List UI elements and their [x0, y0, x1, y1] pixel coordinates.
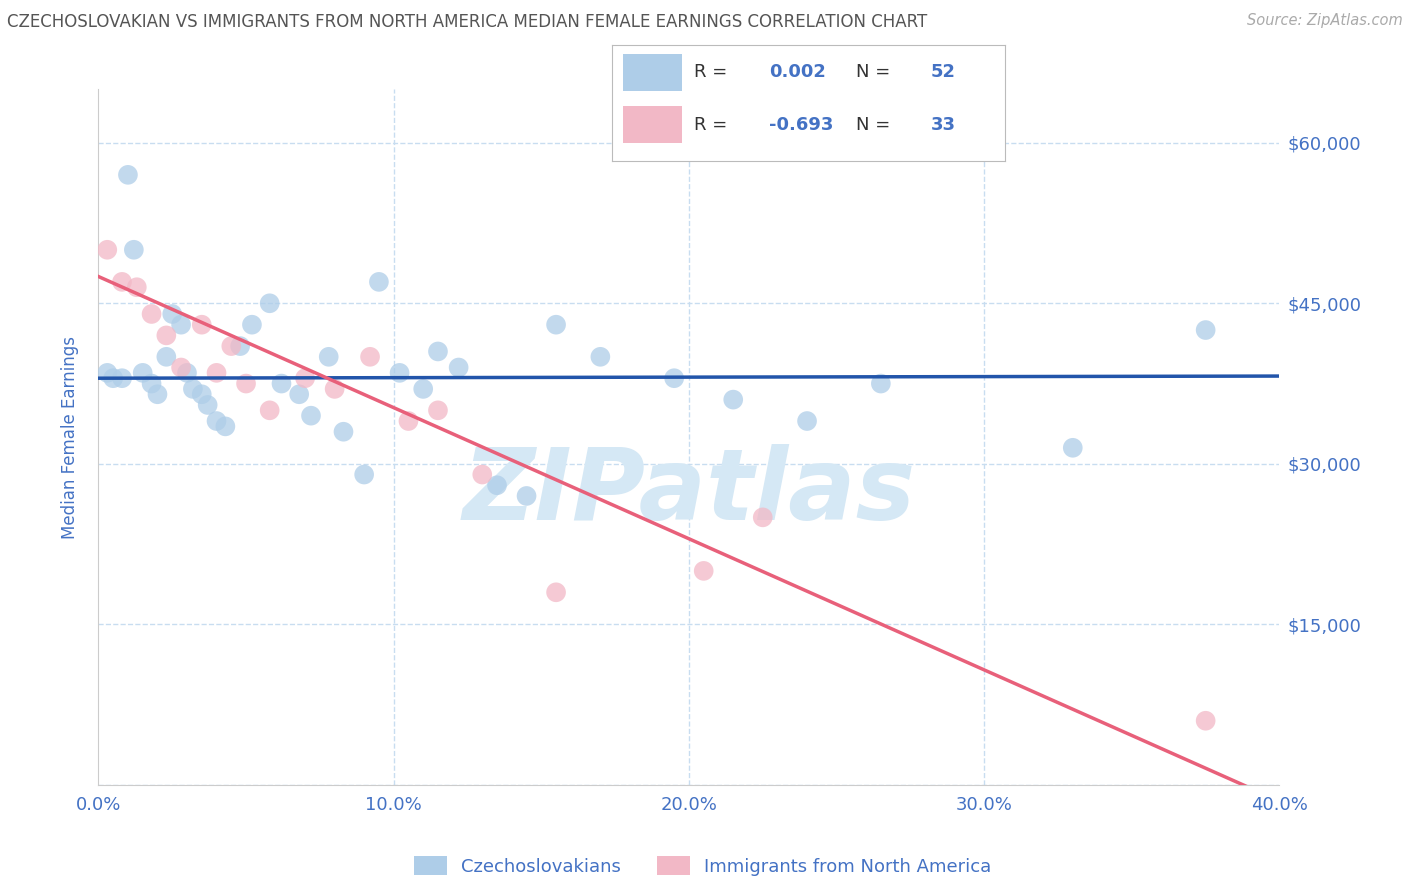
Point	[1195, 714, 1218, 728]
Point	[170, 360, 193, 375]
Point	[141, 307, 163, 321]
Point	[412, 382, 434, 396]
Text: N =: N =	[856, 63, 896, 81]
Point	[191, 318, 214, 332]
Point	[796, 414, 818, 428]
Legend: Czechoslovakians, Immigrants from North America: Czechoslovakians, Immigrants from North …	[408, 849, 998, 883]
Point	[323, 382, 346, 396]
Text: 33: 33	[931, 116, 956, 134]
Point	[396, 414, 419, 428]
Text: ZIPatlas: ZIPatlas	[463, 444, 915, 541]
Point	[332, 425, 354, 439]
Bar	[623, 54, 682, 91]
Point	[181, 382, 204, 396]
Point	[1062, 441, 1084, 455]
Y-axis label: Median Female Earnings: Median Female Earnings	[60, 335, 79, 539]
Point	[368, 275, 391, 289]
Point	[111, 371, 134, 385]
Point	[723, 392, 745, 407]
Point	[240, 318, 263, 332]
Point	[103, 371, 125, 385]
Point	[259, 296, 281, 310]
Text: 0.002: 0.002	[769, 63, 825, 81]
Text: R =: R =	[695, 63, 734, 81]
Point	[359, 350, 381, 364]
Point	[155, 328, 177, 343]
Point	[191, 387, 214, 401]
Bar	[623, 106, 682, 144]
Point	[486, 478, 509, 492]
Point	[270, 376, 292, 391]
Point	[229, 339, 252, 353]
Point	[141, 376, 163, 391]
Point	[155, 350, 177, 364]
Point	[447, 360, 470, 375]
Point	[664, 371, 686, 385]
Point	[214, 419, 236, 434]
Point	[170, 318, 193, 332]
Point	[589, 350, 612, 364]
Point	[353, 467, 375, 482]
Point	[205, 366, 228, 380]
Point	[318, 350, 340, 364]
Point	[294, 371, 316, 385]
Point	[122, 243, 145, 257]
Point	[1195, 323, 1218, 337]
Text: -0.693: -0.693	[769, 116, 834, 134]
Text: N =: N =	[856, 116, 896, 134]
Point	[176, 366, 198, 380]
Point	[693, 564, 716, 578]
Text: CZECHOSLOVAKIAN VS IMMIGRANTS FROM NORTH AMERICA MEDIAN FEMALE EARNINGS CORRELAT: CZECHOSLOVAKIAN VS IMMIGRANTS FROM NORTH…	[7, 13, 928, 31]
Point	[197, 398, 219, 412]
Point	[546, 318, 568, 332]
Point	[132, 366, 155, 380]
Point	[162, 307, 183, 321]
Point	[288, 387, 311, 401]
Point	[427, 344, 450, 359]
Point	[221, 339, 243, 353]
Point	[546, 585, 568, 599]
Text: 52: 52	[931, 63, 956, 81]
Point	[117, 168, 139, 182]
Point	[259, 403, 281, 417]
Point	[471, 467, 494, 482]
Point	[146, 387, 169, 401]
Point	[96, 366, 118, 380]
Point	[388, 366, 411, 380]
Text: R =: R =	[695, 116, 734, 134]
Point	[125, 280, 148, 294]
Point	[751, 510, 773, 524]
Point	[96, 243, 118, 257]
Point	[235, 376, 257, 391]
Point	[299, 409, 322, 423]
Text: Source: ZipAtlas.com: Source: ZipAtlas.com	[1247, 13, 1403, 29]
Point	[516, 489, 538, 503]
Point	[427, 403, 450, 417]
Point	[111, 275, 134, 289]
Point	[205, 414, 228, 428]
Point	[869, 376, 891, 391]
